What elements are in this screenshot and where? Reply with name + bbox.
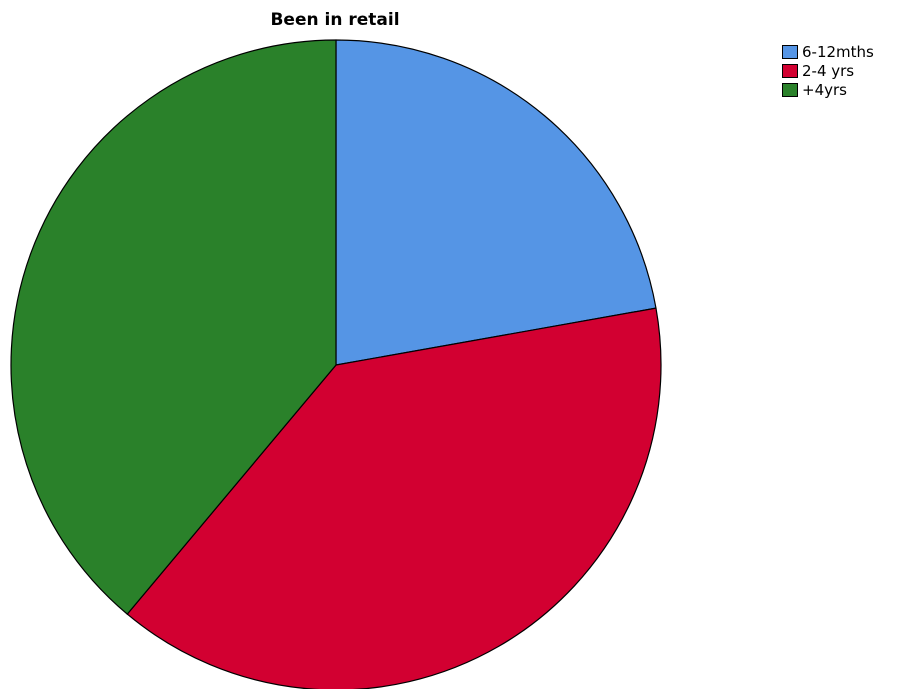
chart-title: Been in retail (270, 10, 400, 30)
legend-swatch (782, 63, 798, 78)
legend-swatch (782, 82, 798, 97)
pie-slice-6-12mths (335, 39, 657, 366)
legend-swatch (782, 44, 798, 59)
legend-label: 6-12mths (802, 42, 874, 61)
legend: 6-12mths 2-4 yrs +4yrs (782, 42, 874, 99)
pie-slice-2-4-yrs (126, 307, 662, 689)
legend-item-4yrs: +4yrs (782, 80, 874, 99)
legend-item-6-12mths: 6-12mths (782, 42, 874, 61)
pie-slice-4yrs (10, 39, 337, 615)
legend-label: +4yrs (802, 80, 847, 99)
legend-label: 2-4 yrs (802, 61, 855, 80)
legend-item-2-4-yrs: 2-4 yrs (782, 61, 874, 80)
